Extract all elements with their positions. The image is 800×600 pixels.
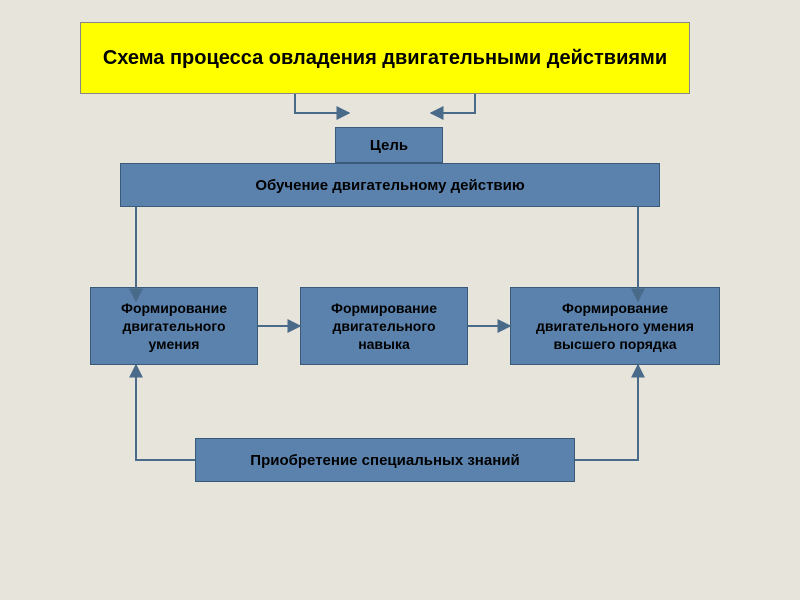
edge (575, 365, 638, 460)
formation-skill-2-text: Формирование двигательного навыка (307, 299, 461, 354)
formation-skill-1-box: Формирование двигательного умения (90, 287, 258, 365)
formation-skill-3-text: Формирование двигательного умения высшег… (517, 299, 713, 354)
formation-skill-2-box: Формирование двигательного навыка (300, 287, 468, 365)
knowledge-text: Приобретение специальных знаний (250, 452, 519, 469)
knowledge-box: Приобретение специальных знаний (195, 438, 575, 482)
training-box: Обучение двигательному действию (120, 163, 660, 207)
goal-text: Цель (370, 137, 408, 154)
title-text: Схема процесса овладения двигательными д… (103, 45, 667, 71)
title-box: Схема процесса овладения двигательными д… (80, 22, 690, 94)
training-text: Обучение двигательному действию (255, 177, 524, 194)
edge (295, 94, 349, 113)
goal-box: Цель (335, 127, 443, 163)
formation-skill-3-box: Формирование двигательного умения высшег… (510, 287, 720, 365)
edge (136, 365, 195, 460)
formation-skill-1-text: Формирование двигательного умения (97, 299, 251, 354)
edge (431, 94, 475, 113)
